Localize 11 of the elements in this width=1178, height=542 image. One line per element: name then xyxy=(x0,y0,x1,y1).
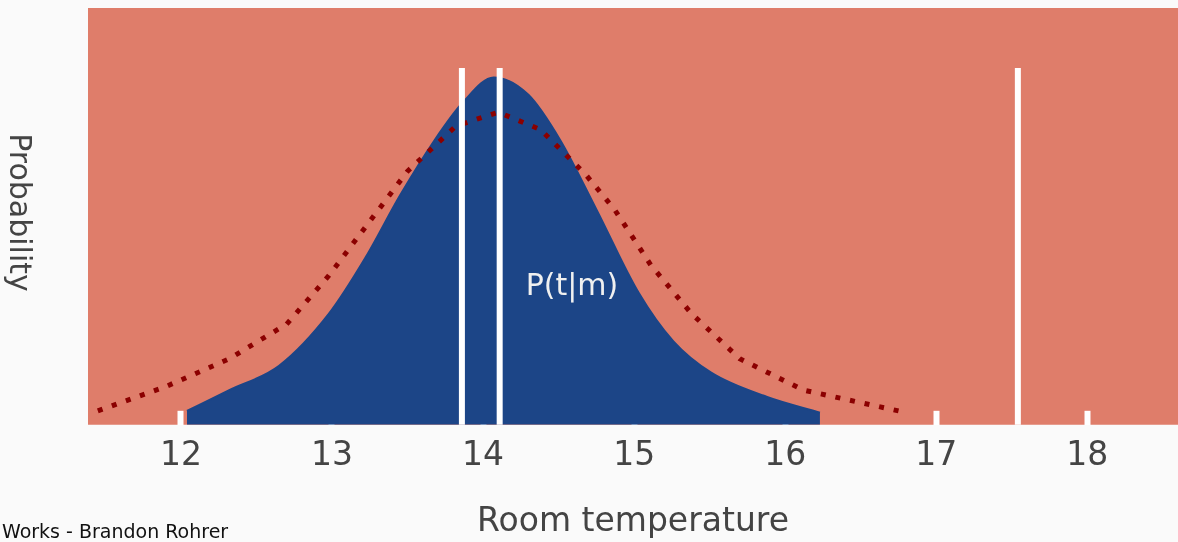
text: Works - Brandon Rohrer xyxy=(2,520,229,542)
x-tick-label: 15 xyxy=(613,434,656,474)
y-axis-title: Probability xyxy=(2,132,38,293)
x-tick-label: 13 xyxy=(310,434,353,474)
x-tick-label: 16 xyxy=(764,434,807,474)
annotation: P(t|m) xyxy=(525,267,619,304)
x-tick-label: 14 xyxy=(462,434,505,474)
x-axis-title: Room temperature xyxy=(477,499,789,539)
x-tick-label: 17 xyxy=(915,434,958,474)
x-tick-label: 12 xyxy=(159,434,202,474)
x-tick-label: 18 xyxy=(1066,434,1109,474)
